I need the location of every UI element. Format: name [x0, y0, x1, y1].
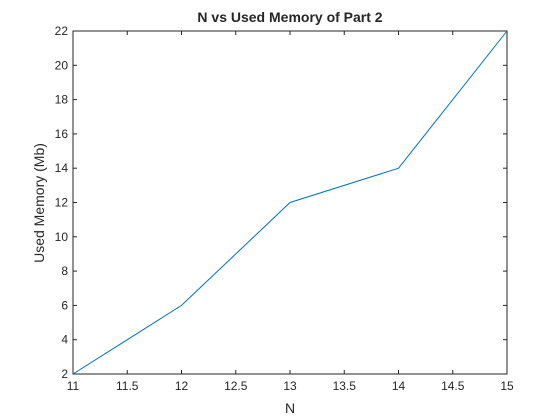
- y-tick-label: 4: [61, 333, 68, 347]
- y-tick-label: 20: [55, 58, 69, 72]
- x-tick-label: 13.5: [333, 379, 357, 393]
- x-axis-label: N: [285, 400, 295, 416]
- y-tick-label: 14: [55, 161, 69, 175]
- x-tick-label: 15: [500, 379, 514, 393]
- series-line: [72, 30, 508, 375]
- y-tick-label: 2: [61, 367, 68, 381]
- x-tick-label: 12: [175, 379, 189, 393]
- x-tick-label: 12.5: [224, 379, 248, 393]
- x-tick-label: 14.5: [441, 379, 465, 393]
- y-tick-label: 22: [55, 24, 69, 38]
- x-tick-label: 13: [283, 379, 297, 393]
- x-tick-label: 11.5: [116, 379, 139, 393]
- y-tick-label: 16: [55, 127, 69, 141]
- x-tick-label: 11: [67, 379, 80, 393]
- y-tick-label: 8: [61, 264, 68, 278]
- y-tick-label: 12: [55, 196, 69, 210]
- x-axis-ticks: 11 11.5 12 12.5 13 13.5 14 14.5 15: [67, 31, 514, 393]
- series-group: [72, 30, 508, 375]
- y-tick-label: 10: [55, 230, 69, 244]
- y-tick-label: 6: [61, 298, 68, 312]
- y-axis-label: Used Memory (Mb): [31, 143, 47, 263]
- chart-title: N vs Used Memory of Part 2: [197, 9, 382, 25]
- x-tick-label: 14: [392, 379, 406, 393]
- y-tick-label: 18: [55, 93, 69, 107]
- y-axis-ticks: 2 4 6 8 10 12 14 16 18 20 22: [55, 24, 507, 381]
